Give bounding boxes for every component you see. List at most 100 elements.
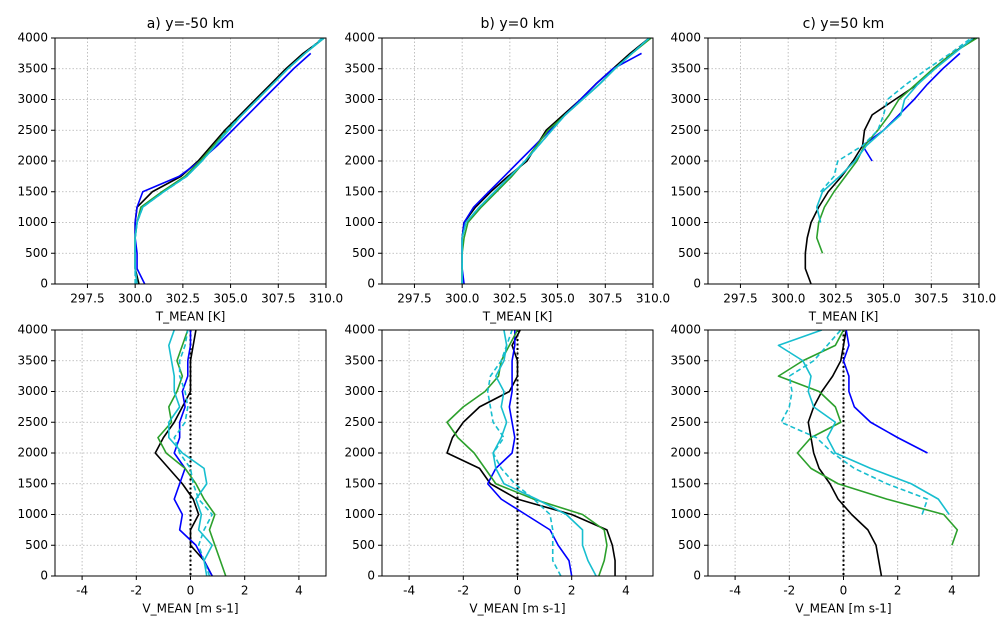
y-tick-label: 2000 <box>344 154 375 168</box>
y-tick-label: 3000 <box>17 384 48 398</box>
y-tick-label: 2500 <box>344 123 375 137</box>
profile-line <box>461 38 650 284</box>
y-tick-label: 500 <box>25 538 48 552</box>
y-tick-label: 3000 <box>670 384 701 398</box>
x-tick-label: 305.0 <box>866 292 900 306</box>
profile-line <box>486 330 562 576</box>
y-tick-label: 1000 <box>670 215 701 229</box>
panel: 0 500 1000 1500 2000 2500 3000 3500 4000 -4 -2 0 2 4 V… <box>344 323 654 616</box>
y-tick-label: 2500 <box>17 123 48 137</box>
profile-line <box>168 330 213 576</box>
plot-area <box>461 38 652 284</box>
panel-title: c) y=50 km <box>803 16 885 32</box>
y-tick-label: 0 <box>693 277 701 291</box>
y-tick-label: 3000 <box>344 92 375 106</box>
y-tick-label: 1000 <box>17 507 48 521</box>
y-tick-label: 2000 <box>17 446 48 460</box>
plot-area <box>446 330 616 576</box>
profile-line <box>173 330 213 576</box>
profile-line <box>815 38 978 254</box>
x-tick-label: 302.5 <box>493 292 527 306</box>
profile-line <box>134 38 325 284</box>
y-tick-label: 1500 <box>17 184 48 198</box>
x-axis-label: T_MEAN [K] <box>482 310 553 324</box>
y-tick-label: 3500 <box>670 61 701 75</box>
panel: 0 500 1000 1500 2000 2500 3000 3500 4000 -4 -2 0 2 4 V… <box>17 323 327 616</box>
profile-line <box>861 52 961 162</box>
y-tick-label: 0 <box>40 277 48 291</box>
y-tick-label: 2000 <box>17 154 48 168</box>
x-tick-label: 307.5 <box>914 292 948 306</box>
y-tick-label: 3500 <box>670 353 701 367</box>
plot-area <box>777 330 959 576</box>
y-tick-label: 3000 <box>17 92 48 106</box>
y-tick-label: 500 <box>678 538 701 552</box>
panel-title: b) y=0 km <box>481 16 555 32</box>
profile-line <box>461 38 652 284</box>
y-tick-label: 1500 <box>344 184 375 198</box>
profile-line <box>157 330 227 576</box>
panel-title: a) y=-50 km <box>147 16 235 32</box>
x-tick-label: 297.5 <box>723 292 757 306</box>
y-tick-label: 4000 <box>17 31 48 45</box>
x-tick-label: 4 <box>295 584 303 598</box>
panel: 0 500 1000 1500 2000 2500 3000 3500 4000 -4 -2 0 2 4 V… <box>670 323 980 616</box>
x-tick-label: 2 <box>568 584 576 598</box>
x-tick-label: 305.0 <box>540 292 574 306</box>
y-tick-label: 1500 <box>670 184 701 198</box>
profile-line <box>173 330 213 576</box>
y-tick-label: 2500 <box>17 415 48 429</box>
axes-frame <box>54 329 327 577</box>
y-tick-label: 500 <box>25 246 48 260</box>
y-tick-label: 0 <box>40 569 48 583</box>
profile-line <box>777 330 950 515</box>
y-tick-label: 1000 <box>17 215 48 229</box>
panel: 0 500 1000 1500 2000 2500 3000 3500 4000 297.5 300… <box>17 16 343 324</box>
x-tick-label: 0 <box>187 584 195 598</box>
plot-area <box>804 38 978 284</box>
panel: 0 500 1000 1500 2000 2500 3000 3500 4000 297.5 300… <box>344 16 670 324</box>
x-axis-label: T_MEAN [K] <box>155 310 226 324</box>
x-tick-label: -2 <box>783 584 795 598</box>
x-tick-label: 307.5 <box>588 292 622 306</box>
y-tick-label: 1000 <box>344 507 375 521</box>
y-tick-label: 500 <box>352 538 375 552</box>
x-tick-label: 302.5 <box>819 292 853 306</box>
y-tick-label: 3500 <box>17 61 48 75</box>
x-tick-label: 297.5 <box>397 292 431 306</box>
x-tick-label: -4 <box>403 584 415 598</box>
y-tick-label: 1000 <box>344 215 375 229</box>
x-tick-label: 307.5 <box>261 292 295 306</box>
y-tick-label: 1500 <box>670 476 701 490</box>
y-tick-label: 1500 <box>344 476 375 490</box>
x-tick-label: 0 <box>840 584 848 598</box>
axes-frame <box>381 329 654 577</box>
x-tick-label: 2 <box>241 584 249 598</box>
y-tick-label: 3500 <box>17 353 48 367</box>
profile-line <box>134 38 325 284</box>
x-axis-label: V_MEAN [m s-1] <box>795 602 891 616</box>
y-tick-label: 4000 <box>670 323 701 337</box>
y-tick-label: 500 <box>352 246 375 260</box>
x-tick-label: -4 <box>729 584 741 598</box>
x-tick-label: 300.0 <box>445 292 479 306</box>
profile-line <box>780 330 929 515</box>
y-tick-label: 3500 <box>344 353 375 367</box>
y-tick-label: 2500 <box>344 415 375 429</box>
x-tick-label: 4 <box>948 584 956 598</box>
x-tick-label: 310.0 <box>309 292 343 306</box>
x-tick-label: 0 <box>514 584 522 598</box>
y-tick-label: 500 <box>678 246 701 260</box>
profile-line <box>807 330 883 576</box>
panel: 0 500 1000 1500 2000 2500 3000 3500 4000 297.5 300… <box>670 16 996 324</box>
x-tick-label: 300.0 <box>771 292 805 306</box>
plot-area <box>154 330 227 576</box>
x-axis-label: V_MEAN [m s-1] <box>142 602 238 616</box>
x-tick-label: 310.0 <box>636 292 670 306</box>
profile-line <box>134 38 325 284</box>
x-tick-label: 310.0 <box>962 292 996 306</box>
y-tick-label: 0 <box>693 569 701 583</box>
y-tick-label: 4000 <box>344 31 375 45</box>
axes-frame <box>707 329 980 577</box>
y-tick-label: 2500 <box>670 415 701 429</box>
